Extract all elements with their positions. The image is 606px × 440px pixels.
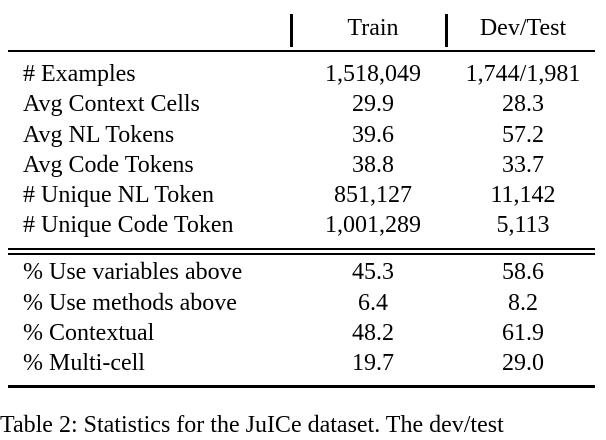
group-divider-top xyxy=(8,248,595,250)
train-value: 1,518,049 xyxy=(325,61,421,87)
train-value: 1,001,289 xyxy=(325,212,421,238)
row-label: Avg Context Cells xyxy=(23,91,200,117)
header-separator-left xyxy=(290,14,293,47)
devtest-value: 61.9 xyxy=(502,320,544,346)
train-value: 48.2 xyxy=(352,320,394,346)
devtest-value: 8.2 xyxy=(508,290,538,316)
row-label: % Contextual xyxy=(23,320,155,346)
row-label: # Unique Code Token xyxy=(23,212,234,238)
devtest-value: 1,744/1,981 xyxy=(465,61,581,87)
row-label: Avg NL Tokens xyxy=(23,122,175,148)
row-label: % Use methods above xyxy=(23,290,237,316)
devtest-value: 5,113 xyxy=(496,212,550,238)
devtest-value: 58.6 xyxy=(502,259,544,285)
table-caption: Table 2: Statistics for the JuICe datase… xyxy=(0,412,504,438)
bottom-rule xyxy=(8,385,595,388)
group-divider-bottom xyxy=(8,253,595,255)
train-value: 38.8 xyxy=(352,152,394,178)
devtest-value: 57.2 xyxy=(502,122,544,148)
row-label: % Multi-cell xyxy=(23,350,145,376)
train-value: 45.3 xyxy=(352,259,394,285)
devtest-value: 29.0 xyxy=(502,350,544,376)
row-label: Avg Code Tokens xyxy=(23,152,194,178)
header-separator-right xyxy=(445,14,448,47)
row-label: # Examples xyxy=(23,61,136,87)
header-rule xyxy=(8,50,595,52)
devtest-value: 28.3 xyxy=(502,91,544,117)
train-value: 851,127 xyxy=(334,182,412,208)
row-label: % Use variables above xyxy=(23,259,243,285)
train-value: 39.6 xyxy=(352,122,394,148)
train-value: 19.7 xyxy=(352,350,394,376)
statistics-table: Train Dev/Test # Examples 1,518,049 1,74… xyxy=(8,0,595,390)
devtest-value: 33.7 xyxy=(502,152,544,178)
train-value: 6.4 xyxy=(358,290,388,316)
row-label: # Unique NL Token xyxy=(23,182,214,208)
devtest-value: 11,142 xyxy=(490,182,556,208)
train-value: 29.9 xyxy=(352,91,394,117)
header-devtest: Dev/Test xyxy=(479,15,567,41)
header-train: Train xyxy=(347,15,399,41)
